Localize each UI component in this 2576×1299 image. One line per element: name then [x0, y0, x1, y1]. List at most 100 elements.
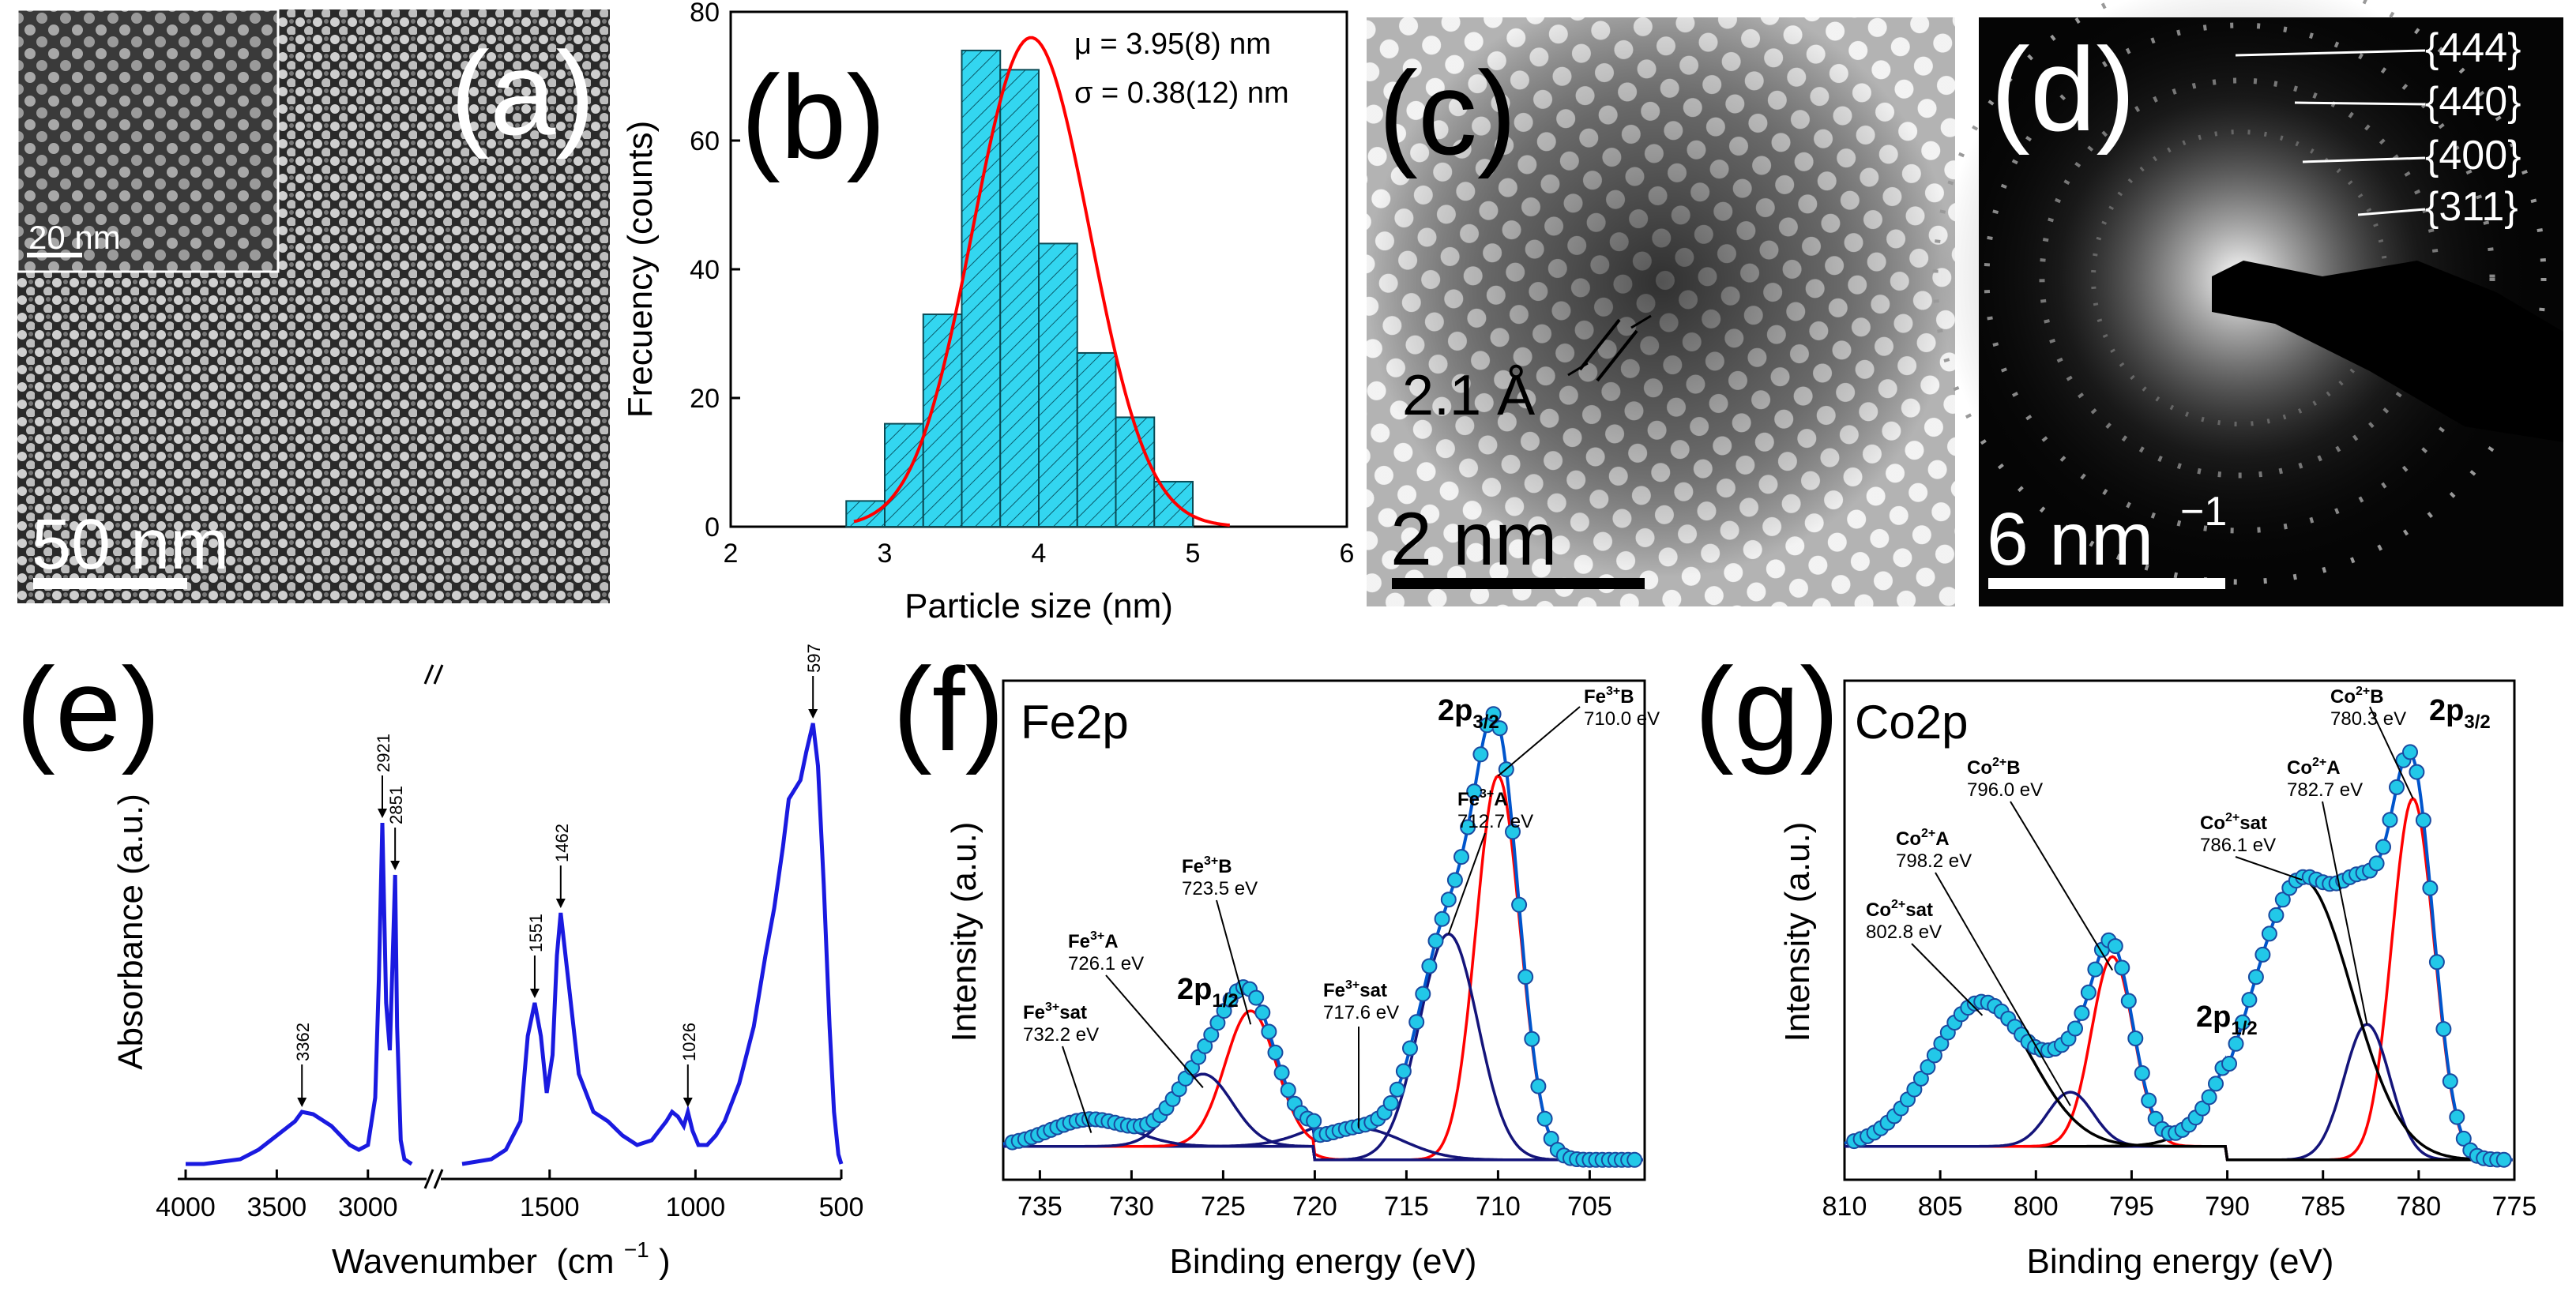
peak-label: 2921: [374, 734, 393, 772]
x-tick-label: 715: [1384, 1192, 1429, 1222]
x-axis-label-e-unit: (cm: [556, 1242, 614, 1281]
scale-label-inset: 20 nm: [28, 219, 121, 256]
annotation-energy: 710.0 eV: [1584, 708, 1660, 730]
label-f-2p32: 2p3/2: [1438, 694, 1499, 733]
annotation-energy: 717.6 eV: [1323, 1002, 1399, 1023]
x-tick-label: 775: [2492, 1192, 2537, 1222]
histogram-bar: [845, 500, 886, 528]
peak-arrowhead: [390, 861, 401, 870]
data-point: [1203, 1027, 1220, 1043]
x-tick-label: 705: [1567, 1192, 1612, 1222]
scale-bar-c: [1392, 578, 1645, 589]
panel-a: 20 nm (a) 50 nm: [16, 8, 610, 603]
data-point: [2141, 1092, 2157, 1109]
x-axis-label-e-close: ): [659, 1242, 671, 1281]
tem-inset-a: [16, 8, 280, 273]
ring-text-440: {440}: [2425, 79, 2521, 125]
annotation-energy: 802.8 eV: [1866, 922, 1942, 943]
data-point: [1306, 1113, 1322, 1129]
label-f-2p12: 2p1/2: [1177, 973, 1239, 1012]
ring-text-311: {311}: [2425, 184, 2518, 230]
plot-frame-f: [1002, 679, 1646, 1181]
data-point: [1440, 892, 1457, 908]
panel-e: 4000 3500 3000 1500 1000 500 3362 2921 2851 1551…: [16, 643, 863, 1281]
histogram-bar: [1115, 416, 1156, 528]
data-point: [2389, 779, 2405, 795]
peak-label: 597: [804, 644, 824, 673]
y-tick-label-b: 20: [690, 384, 720, 414]
mu-label: μ = 3.95(8) nm: [1074, 28, 1271, 61]
data-point: [2107, 938, 2123, 955]
ring-label-440: {440}: [2294, 79, 2521, 125]
x-tick-label: 810: [1822, 1192, 1867, 1222]
y-tick-label-b: 80: [690, 0, 720, 28]
peak-arrowhead: [378, 809, 387, 818]
histogram-bar: [999, 69, 1040, 528]
ring-label-311: {311}: [2357, 184, 2518, 230]
data-point: [2228, 1035, 2244, 1052]
data-point: [1926, 1047, 1942, 1064]
data-point: [2268, 907, 2285, 923]
annotation-species: Fe3+B: [1584, 685, 1634, 708]
axis-break-mark-2: [433, 1169, 444, 1189]
x-tick-label-e: 4000: [156, 1192, 216, 1222]
x-tick-label: 780: [2396, 1192, 2441, 1222]
annotation-leader: [1935, 872, 2071, 1106]
label-g-2p32: 2p3/2: [2429, 694, 2491, 733]
annotation-species: Co2+A: [1896, 827, 1950, 850]
annotation-leader: [2369, 706, 2414, 799]
scale-bar-d: [1988, 578, 2225, 589]
annotation-energy: 712.7 eV: [1457, 811, 1533, 832]
x-tick-label-b: 4: [1032, 539, 1047, 569]
data-point: [1536, 1110, 1553, 1127]
annotation-leader: [1447, 832, 1486, 935]
data-point: [2080, 984, 2097, 1001]
fit-envelope-g: [1844, 749, 2513, 1162]
data-point: [1427, 933, 1444, 949]
data-point: [2241, 992, 2258, 1008]
scale-bar-inset: [27, 253, 82, 257]
scale-bar-a: [33, 578, 187, 589]
annotation-energy: 726.1 eV: [1068, 953, 1144, 974]
histogram-bar: [1153, 480, 1194, 528]
data-point: [2449, 1109, 2465, 1125]
lattice-line-2: [1596, 329, 1638, 382]
data-point: [1446, 872, 1463, 888]
data-point: [1517, 969, 1534, 986]
annotation-leader: [1062, 1046, 1092, 1133]
panel-d: (d) {444} {440} {400} {311} 6 nm −1: [1932, 0, 2563, 606]
annotation-species: Fe3+B: [1182, 854, 1232, 877]
data-point: [1402, 1040, 1418, 1057]
peak-label: 1551: [526, 914, 546, 952]
beam-stopper: [2212, 261, 2563, 442]
data-point: [2402, 744, 2418, 760]
x-tick-label: 720: [1292, 1192, 1337, 1222]
data-point: [1626, 1151, 1643, 1168]
annotation-energy: 723.5 eV: [1182, 878, 1258, 899]
annotation-energy: 732.2 eV: [1023, 1024, 1099, 1046]
panel-letter-g: (g): [1694, 643, 1839, 775]
histogram-bar: [884, 422, 924, 527]
data-point: [2120, 993, 2137, 1009]
plot-frame-g: [1843, 679, 2516, 1181]
x-tick-label: 730: [1109, 1192, 1154, 1222]
data-point: [1415, 986, 1431, 1002]
data-point: [2435, 1021, 2452, 1038]
data-point: [1511, 896, 1528, 913]
data-point: [2495, 1151, 2512, 1168]
peak-label: 2851: [386, 786, 406, 824]
annotation-species: Co2+B: [2330, 685, 2384, 708]
panel-letter-e: (e): [16, 643, 160, 775]
data-point: [2127, 1031, 2144, 1046]
ring-444: [1932, 0, 2547, 585]
peak-arrowhead: [808, 709, 818, 719]
data-point: [2201, 1089, 2217, 1106]
element-label-g: Co2p: [1855, 696, 1968, 749]
data-point: [2375, 839, 2391, 855]
data-point: [1485, 706, 1502, 723]
data-point: [2221, 1056, 2237, 1072]
data-point: [2134, 1065, 2150, 1081]
data-point: [1472, 746, 1489, 763]
data-point: [1248, 989, 1265, 1006]
